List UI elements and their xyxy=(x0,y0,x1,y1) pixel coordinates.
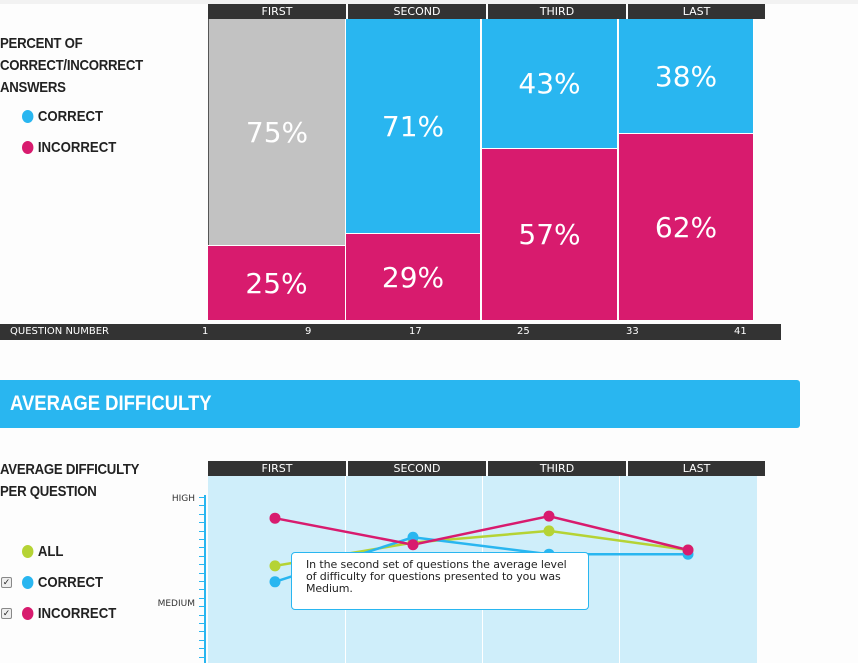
top-border xyxy=(0,0,858,4)
legend-incorrect-series-dot xyxy=(22,607,34,620)
incorrect-checkbox[interactable]: ✓ xyxy=(1,608,12,619)
y-tick xyxy=(199,623,205,624)
legend-incorrect-series-label: INCORRECT xyxy=(37,605,117,622)
y-tick xyxy=(199,648,205,649)
question-number: 25 xyxy=(517,326,530,337)
title-line: PER QUESTION xyxy=(0,483,97,500)
group-header-first: FIRST xyxy=(208,4,346,19)
y-tick xyxy=(199,564,205,565)
difficulty-tooltip: In the second set of questions the avera… xyxy=(291,552,589,610)
group-header-last: LAST xyxy=(628,4,765,19)
title-line: CORRECT/INCORRECT xyxy=(0,57,143,74)
level-high-label: HIGH xyxy=(171,494,195,504)
y-tick xyxy=(199,581,205,582)
point-incorrect-second[interactable] xyxy=(407,539,419,551)
bar-bottom-third[interactable]: 57% xyxy=(482,148,618,320)
question-number: 1 xyxy=(202,326,209,337)
question-number: 17 xyxy=(409,326,422,337)
legend-all[interactable]: ALL xyxy=(22,543,64,560)
y-tick xyxy=(199,657,205,658)
legend-correct-dot xyxy=(22,110,34,123)
legend-all-label: ALL xyxy=(37,543,64,560)
point-correct-first[interactable] xyxy=(269,576,281,588)
legend-correct-series-label: CORRECT xyxy=(37,574,104,591)
axis-label: QUESTION NUMBER xyxy=(10,326,109,337)
y-tick xyxy=(199,589,205,590)
diff-header-first: FIRST xyxy=(208,461,346,476)
title-line: PERCENT OF xyxy=(0,35,83,52)
question-number: 33 xyxy=(626,326,639,337)
legend-incorrect-series[interactable]: INCORRECT xyxy=(22,605,116,622)
point-incorrect-third[interactable] xyxy=(543,510,555,522)
legend-correct-series-dot xyxy=(22,576,34,589)
point-incorrect-last[interactable] xyxy=(682,544,694,556)
plot-divider xyxy=(619,476,620,663)
y-tick xyxy=(199,522,205,523)
title-line: AVERAGE DIFFICULTY xyxy=(0,461,140,478)
legend-correct-series[interactable]: CORRECT xyxy=(22,574,103,591)
y-tick xyxy=(199,640,205,641)
y-tick xyxy=(199,514,205,515)
y-tick xyxy=(199,505,205,506)
y-tick xyxy=(199,539,205,540)
difficulty-chart-title: AVERAGE DIFFICULTY PER QUESTION xyxy=(0,459,139,503)
section-header-average-difficulty: AVERAGE DIFFICULTY xyxy=(0,380,800,428)
series-line-incorrect xyxy=(274,514,689,552)
y-tick xyxy=(199,598,205,599)
diff-header-third: THIRD xyxy=(488,461,626,476)
y-tick xyxy=(199,615,205,616)
legend-all-dot xyxy=(22,545,34,558)
legend-incorrect[interactable]: INCORRECT xyxy=(22,139,116,156)
bar-bottom-last[interactable]: 62% xyxy=(619,133,754,320)
y-tick xyxy=(199,606,205,607)
diff-header-last: LAST xyxy=(628,461,765,476)
title-line: ANSWERS xyxy=(0,79,66,96)
point-all-third[interactable] xyxy=(543,525,555,537)
group-header-second: SECOND xyxy=(348,4,486,19)
percent-chart-title: PERCENT OF CORRECT/INCORRECT ANSWERS xyxy=(0,33,143,99)
bar-top-third[interactable]: 43% xyxy=(482,19,618,148)
question-number: 41 xyxy=(734,326,747,337)
bar-top-last[interactable]: 38% xyxy=(619,19,754,133)
level-medium-label: MEDIUM xyxy=(157,599,195,609)
bar-bottom-first[interactable]: 25% xyxy=(208,245,346,320)
diff-header-second: SECOND xyxy=(348,461,486,476)
question-number: 9 xyxy=(305,326,312,337)
y-tick xyxy=(199,573,205,574)
legend-incorrect-dot xyxy=(22,141,34,154)
y-tick xyxy=(199,631,205,632)
y-tick xyxy=(199,556,205,557)
y-tick xyxy=(199,547,205,548)
group-header-third: THIRD xyxy=(488,4,626,19)
y-tick xyxy=(199,531,205,532)
legend-correct[interactable]: CORRECT xyxy=(22,108,103,125)
y-tick xyxy=(199,497,205,498)
bar-top-second[interactable]: 71% xyxy=(346,19,481,233)
legend-correct-label: CORRECT xyxy=(37,108,104,125)
point-incorrect-first[interactable] xyxy=(269,512,281,524)
legend-incorrect-label: INCORRECT xyxy=(37,139,117,156)
point-all-first[interactable] xyxy=(269,560,281,572)
section-title: AVERAGE DIFFICULTY xyxy=(10,392,212,415)
bar-top-first[interactable]: 75% xyxy=(208,19,346,245)
question-number-axis: QUESTION NUMBER 1 9 17 25 33 41 xyxy=(0,324,781,340)
bar-bottom-second[interactable]: 29% xyxy=(346,233,481,320)
correct-checkbox[interactable]: ✓ xyxy=(1,577,12,588)
difficulty-y-axis xyxy=(204,495,206,663)
